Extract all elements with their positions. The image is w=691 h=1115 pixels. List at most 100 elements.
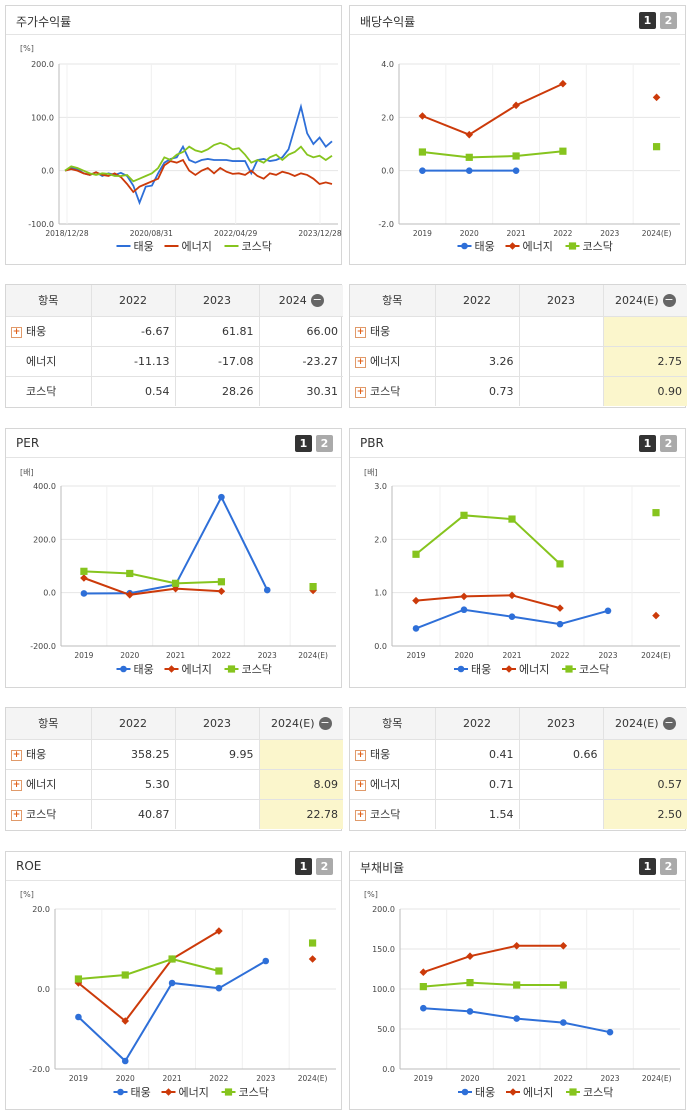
data-point-taeung	[465, 167, 473, 174]
table-header-row: 항목 2022 2023 2024(E) −	[6, 708, 343, 740]
x-tick-label: 2019	[69, 1074, 88, 1083]
header-label: 2024(E)	[614, 716, 659, 730]
value-cell: 0.73	[435, 376, 520, 406]
header-year: 2022	[435, 285, 520, 317]
expand-icon[interactable]: +	[355, 356, 366, 368]
pager: 1 2	[639, 435, 677, 452]
data-point-taeung	[604, 607, 612, 615]
row-label-cell[interactable]: + 코스닥	[350, 376, 436, 406]
data-point-taeung	[263, 586, 271, 594]
row-label-cell[interactable]: + 코스닥	[6, 799, 92, 829]
expand-icon[interactable]: +	[355, 326, 366, 338]
page-1-button[interactable]: 1	[295, 858, 312, 875]
value-cell: 9.95	[175, 739, 260, 770]
row-label: 코스닥	[370, 808, 401, 822]
row-label-cell[interactable]: + 에너지	[350, 346, 436, 377]
expand-icon[interactable]: +	[355, 749, 366, 761]
collapse-icon[interactable]: −	[310, 293, 324, 307]
page-1-button[interactable]: 1	[295, 435, 312, 452]
page-1-button[interactable]: 1	[639, 12, 656, 29]
x-tick-label: 2018/12/28	[45, 229, 88, 238]
data-point-kosdaq	[309, 582, 317, 591]
legend-marker	[120, 665, 127, 673]
legend-marker	[505, 665, 513, 673]
y-tick-label: 150.0	[372, 945, 395, 954]
collapse-icon[interactable]: −	[662, 716, 676, 730]
table-row: + 태웅 358.25 9.95	[6, 739, 343, 770]
row-label: 코스닥	[26, 385, 57, 399]
y-tick-label: 50.0	[377, 1025, 395, 1034]
header-label: 2022	[463, 716, 491, 730]
page-1-button[interactable]: 1	[639, 858, 656, 875]
data-point-energy	[80, 574, 88, 582]
collapse-icon[interactable]: −	[318, 716, 332, 730]
series-line-energy	[422, 82, 564, 136]
x-tick-label: 2023	[258, 651, 277, 660]
page-2-button[interactable]: 2	[316, 858, 333, 875]
series-line-energy	[77, 930, 220, 1023]
data-point-taeung	[215, 984, 223, 992]
y-tick-label: 0.0	[43, 589, 56, 598]
data-point-energy	[556, 604, 564, 612]
table-row: 코스닥 0.54 28.26 30.31	[6, 376, 343, 406]
value-cell: 22.78	[259, 799, 343, 829]
y-tick-label: 100.0	[372, 985, 395, 994]
header-label: 항목	[382, 717, 403, 731]
x-tick-label: 2022	[209, 1074, 228, 1083]
legend-label: 태웅	[134, 663, 154, 676]
x-tick-label: 2021	[163, 1074, 182, 1083]
debt-ratio-card: 부채비율 1 2 [%] 200.0 150.0 100.0 50.0 0.0 2019 2…	[349, 851, 686, 1110]
row-label-cell[interactable]: + 태웅	[6, 316, 92, 347]
expand-icon[interactable]: +	[355, 809, 366, 821]
row-label: 태웅	[26, 325, 47, 338]
value-cell	[175, 799, 260, 829]
y-tick-label: 200.0	[33, 535, 56, 544]
expand-icon[interactable]: +	[355, 779, 366, 791]
value-cell	[519, 769, 604, 800]
pbr-card: PBR 1 2 [배] 3.0 2.0 1.0 0.0 2019 2020 2021 2022…	[349, 428, 686, 688]
header-item: 항목	[6, 708, 92, 740]
header-label: 2023	[203, 716, 231, 730]
data-point-kosdaq	[80, 567, 88, 575]
row-label-cell[interactable]: + 코스닥	[350, 799, 436, 829]
row-label: 에너지	[26, 778, 57, 791]
expand-icon[interactable]: +	[355, 386, 366, 398]
page-1-button[interactable]: 1	[639, 435, 656, 452]
x-tick-label: 2024(E)	[642, 1074, 672, 1083]
expand-icon[interactable]: +	[11, 779, 22, 791]
header-label: 항목	[382, 294, 403, 308]
table-row: + 태웅 -6.67 61.81 66.00	[6, 316, 343, 347]
row-label: 코스닥	[370, 385, 401, 399]
table-row: + 에너지 3.26 2.75	[350, 346, 687, 377]
page-2-button[interactable]: 2	[316, 435, 333, 452]
data-table: 항목 2022 2023 2024− + 태웅 -6.67 61.81 66.00 에너지 -11.…	[6, 285, 343, 406]
row-label-cell[interactable]: + 에너지	[350, 769, 436, 800]
page-2-button[interactable]: 2	[660, 435, 677, 452]
series-line-energy	[64, 158, 333, 194]
row-label-cell[interactable]: + 태웅	[350, 739, 436, 770]
page-2-button[interactable]: 2	[660, 12, 677, 29]
data-point-taeung	[121, 1057, 129, 1065]
collapse-icon[interactable]: −	[662, 293, 676, 307]
row-label-cell[interactable]: + 에너지	[6, 769, 92, 800]
value-cell: 1.54	[435, 799, 520, 829]
y-tick-label: 0.0	[37, 985, 50, 994]
table-row: + 태웅 0.41 0.66	[350, 739, 687, 770]
value-cell	[259, 739, 343, 770]
series-line-energy	[415, 594, 561, 610]
expand-icon[interactable]: +	[11, 809, 22, 821]
y-tick-label: 400.0	[33, 482, 56, 491]
row-label-cell[interactable]: + 태웅	[6, 739, 92, 770]
x-tick-label: 2019	[413, 229, 432, 238]
data-point-kosdaq	[559, 981, 567, 989]
y-tick-label: 200.0	[372, 905, 395, 914]
page-2-button[interactable]: 2	[660, 858, 677, 875]
legend-marker	[569, 1088, 577, 1096]
data-point-energy	[121, 1017, 130, 1025]
value-cell: 0.71	[435, 769, 520, 800]
expand-icon[interactable]: +	[11, 326, 22, 338]
row-label: 코스닥	[26, 808, 57, 822]
row-label-cell[interactable]: + 태웅	[350, 316, 436, 347]
table-row: + 태웅	[350, 316, 687, 347]
expand-icon[interactable]: +	[11, 749, 22, 761]
